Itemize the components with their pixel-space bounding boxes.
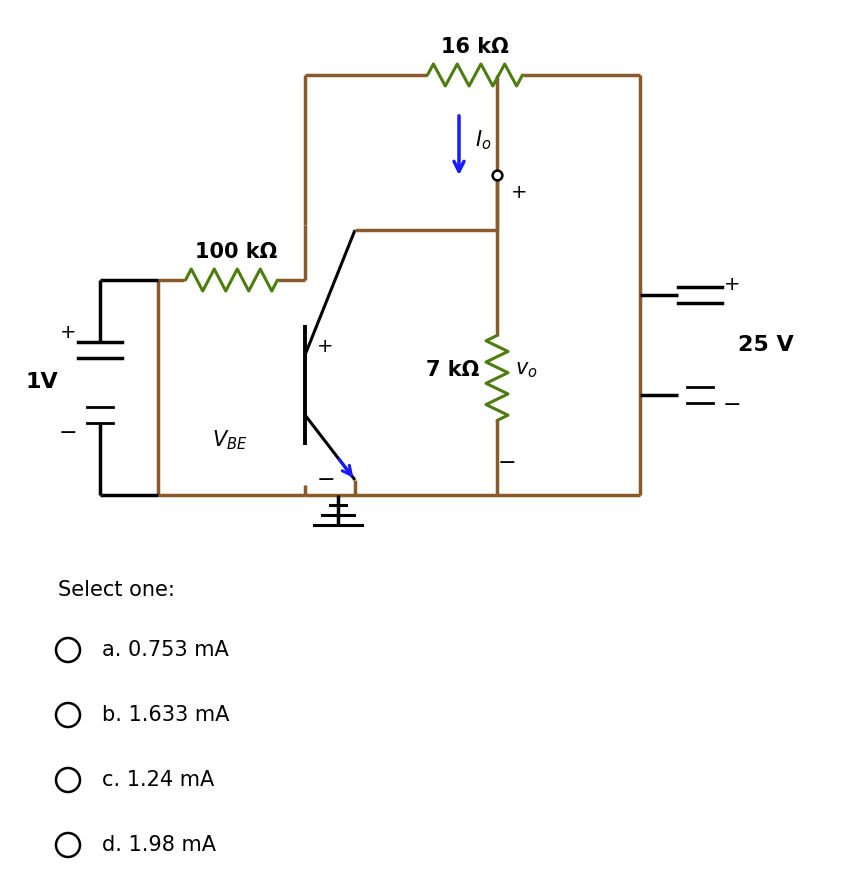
Text: 1V: 1V — [26, 372, 58, 392]
Text: +: + — [317, 337, 333, 357]
Text: 7 kΩ: 7 kΩ — [426, 360, 479, 380]
Text: −: − — [498, 453, 516, 473]
Text: $I_o$: $I_o$ — [475, 128, 491, 152]
Text: +: + — [60, 323, 76, 342]
Text: 25 V: 25 V — [738, 335, 794, 355]
Text: d. 1.98 mA: d. 1.98 mA — [102, 835, 216, 855]
Text: $V_{BE}$: $V_{BE}$ — [212, 428, 247, 452]
Text: a. 0.753 mA: a. 0.753 mA — [102, 640, 229, 660]
Text: b. 1.633 mA: b. 1.633 mA — [102, 705, 230, 725]
Text: Select one:: Select one: — [58, 580, 175, 600]
Text: −: − — [722, 395, 741, 415]
Text: 100 kΩ: 100 kΩ — [196, 242, 278, 262]
Text: −: − — [59, 423, 77, 443]
Text: $v_o$: $v_o$ — [515, 360, 538, 380]
Text: 16 kΩ: 16 kΩ — [441, 37, 509, 57]
Text: +: + — [723, 275, 740, 295]
Text: +: + — [511, 184, 527, 203]
Text: −: − — [317, 470, 336, 490]
Text: c. 1.24 mA: c. 1.24 mA — [102, 770, 214, 790]
